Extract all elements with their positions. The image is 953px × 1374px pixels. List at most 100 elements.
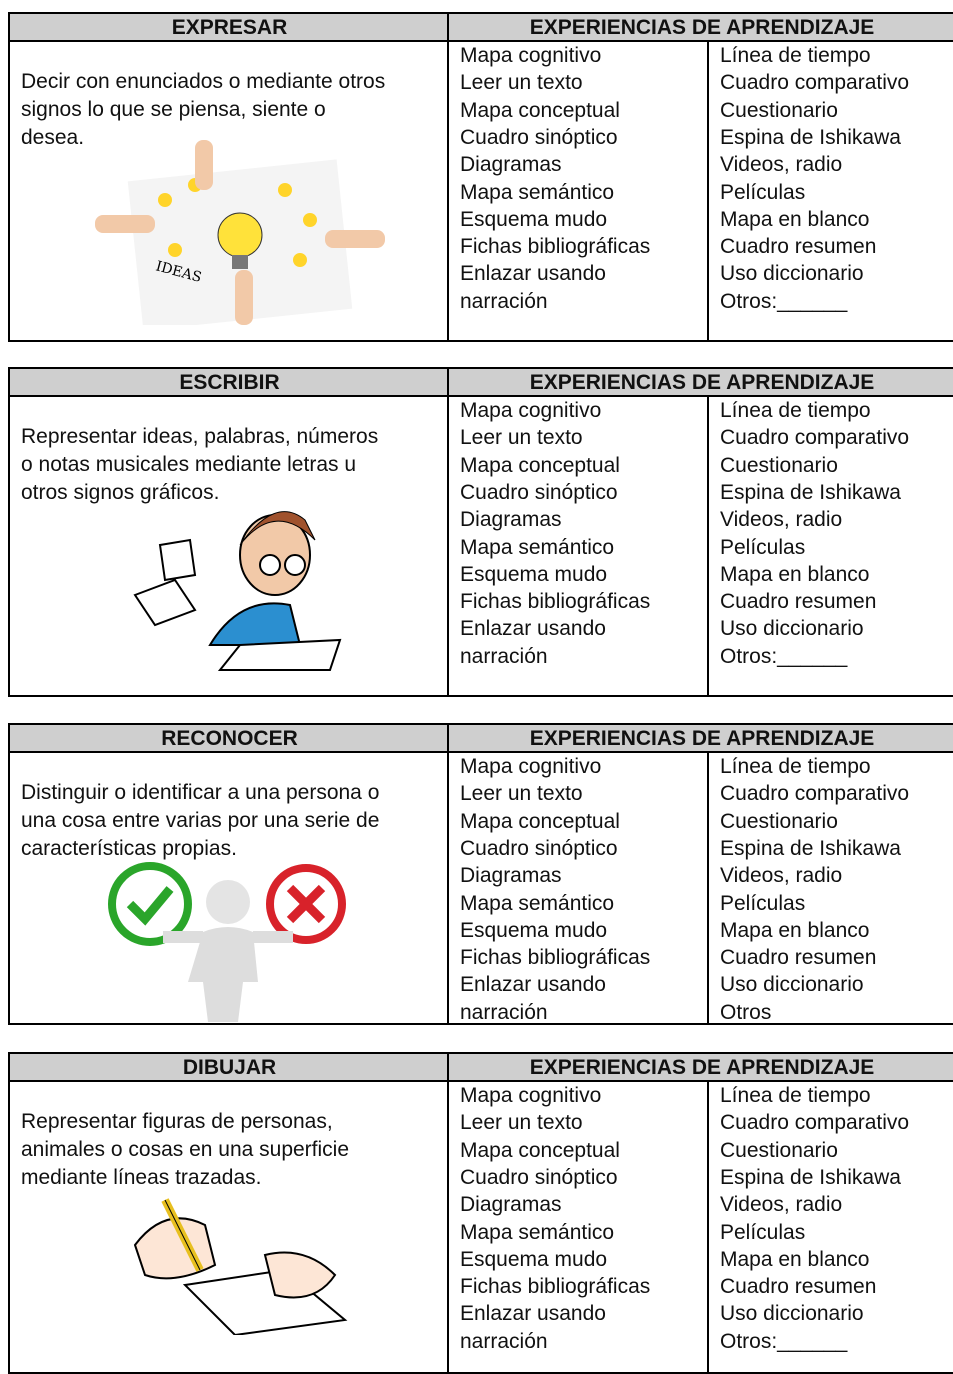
activity: Cuadro resumen <box>720 590 877 614</box>
activity: Uso diccionario <box>720 617 864 641</box>
activity: Diagramas <box>460 508 562 532</box>
activity: Videos, radio <box>720 508 843 532</box>
activity: narración <box>460 1000 548 1024</box>
activity: Cuadro resumen <box>720 235 877 259</box>
activity: Películas <box>720 180 806 204</box>
activity: Otros <box>720 1000 772 1024</box>
activity: Mapa cognitivo <box>460 1084 602 1107</box>
column-divider <box>447 369 449 695</box>
experiences-header: EXPERIENCIAS DE APRENDIZAJE <box>449 1054 953 1082</box>
activity: Películas <box>720 891 806 915</box>
table: DIBUJAR EXPERIENCIAS DE APRENDIZAJE Repres… <box>8 1052 953 1374</box>
activity: Uso diccionario <box>720 1302 864 1326</box>
activity: narración <box>460 289 548 313</box>
activity: Videos, radio <box>720 153 843 177</box>
activity: Mapa en blanco <box>720 562 870 586</box>
activity: Diagramas <box>460 1193 562 1217</box>
activity: Mapa en blanco <box>720 918 870 942</box>
activity: Videos, radio <box>720 864 843 888</box>
writer-illustration <box>133 511 342 671</box>
description-line: desea. <box>21 126 85 149</box>
activity: Cuadro sinóptico <box>460 480 618 504</box>
activity: narración <box>460 1329 548 1353</box>
ideas-illustration: IDEAS <box>95 140 385 325</box>
activity: Mapa semántico <box>460 535 615 559</box>
verb-header: RECONOCER <box>10 725 449 753</box>
experiences-header: EXPERIENCIAS DE APRENDIZAJE <box>449 369 953 397</box>
recognize-illustration <box>108 862 346 1022</box>
activity: Diagramas <box>460 153 562 177</box>
activity: Enlazar usando <box>460 973 606 997</box>
activity: Mapa conceptual <box>460 98 620 122</box>
table: RECONOCER EXPERIENCIAS DE APRENDIZAJE Dist… <box>8 723 953 1025</box>
activity: Línea de tiempo <box>720 399 871 422</box>
activity: Mapa semántico <box>460 1220 615 1244</box>
verb-header: DIBUJAR <box>10 1054 449 1082</box>
activity: Cuadro resumen <box>720 1275 877 1299</box>
description-line: Distinguir o identificar a una persona o <box>21 781 380 804</box>
description-line: animales o cosas en una superficie <box>21 1138 350 1161</box>
activity: Leer un texto <box>460 426 583 450</box>
activity: Mapa semántico <box>460 180 615 204</box>
activity: Cuadro resumen <box>720 946 877 970</box>
drawing-illustration <box>133 1198 348 1335</box>
activity: Esquema mudo <box>460 562 608 586</box>
activity: Línea de tiempo <box>720 44 871 67</box>
experiences-header: EXPERIENCIAS DE APRENDIZAJE <box>449 14 953 42</box>
activity: Mapa en blanco <box>720 207 870 231</box>
activity: Cuadro comparativo <box>720 426 910 450</box>
column-divider <box>707 42 709 340</box>
activity: Diagramas <box>460 864 562 888</box>
activity: Cuestionario <box>720 453 838 477</box>
activity: Cuadro sinóptico <box>460 836 618 860</box>
activity: Espina de Ishikawa <box>720 836 901 860</box>
activity: Mapa conceptual <box>460 809 620 833</box>
activity: Cuestionario <box>720 809 838 833</box>
activity: Enlazar usando <box>460 617 606 641</box>
activity: Fichas bibliográficas <box>460 1275 651 1299</box>
description-line: signos lo que se piensa, siente o <box>21 98 326 121</box>
column-divider <box>447 14 449 340</box>
activity: Uso diccionario <box>720 262 864 286</box>
description-line: Decir con enunciados o mediante otros <box>21 70 386 93</box>
verb-header: ESCRIBIR <box>10 369 449 397</box>
activity: Fichas bibliográficas <box>460 946 651 970</box>
column-divider <box>707 397 709 695</box>
activity: Esquema mudo <box>460 207 608 231</box>
experiences-header: EXPERIENCIAS DE APRENDIZAJE <box>449 725 953 753</box>
activity: Mapa cognitivo <box>460 44 602 67</box>
verb-header: EXPRESAR <box>10 14 449 42</box>
activity: Películas <box>720 1220 806 1244</box>
activity: Línea de tiempo <box>720 1084 871 1107</box>
column-divider <box>447 725 449 1023</box>
column-divider <box>707 1082 709 1372</box>
activity: Espina de Ishikawa <box>720 1165 901 1189</box>
activity: Cuadro comparativo <box>720 71 910 95</box>
activity: Otros:______ <box>720 1329 848 1353</box>
activity: Cuadro comparativo <box>720 782 910 806</box>
table: ESCRIBIR EXPERIENCIAS DE APRENDIZAJE Repre… <box>8 367 953 697</box>
activity: Películas <box>720 535 806 559</box>
description-line: Representar figuras de personas, <box>21 1110 333 1133</box>
activity: Uso diccionario <box>720 973 864 997</box>
activity: Cuestionario <box>720 98 838 122</box>
table: EXPRESAR EXPERIENCIAS DE APRENDIZAJE Decir… <box>8 12 953 342</box>
column-divider <box>447 1054 449 1372</box>
activity: Cuadro sinóptico <box>460 125 618 149</box>
activity: Otros:______ <box>720 644 848 668</box>
activity: Línea de tiempo <box>720 755 871 778</box>
activity: Fichas bibliográficas <box>460 590 651 614</box>
activity: narración <box>460 644 548 668</box>
activity: Leer un texto <box>460 1111 583 1135</box>
activity: Enlazar usando <box>460 262 606 286</box>
activity: Otros:______ <box>720 289 848 313</box>
activity: Cuadro sinóptico <box>460 1165 618 1189</box>
activity: Cuadro comparativo <box>720 1111 910 1135</box>
description-line: características propias. <box>21 837 237 860</box>
description-line: una cosa entre varias por una serie de <box>21 809 380 832</box>
activity: Fichas bibliográficas <box>460 235 651 259</box>
activity: Mapa semántico <box>460 891 615 915</box>
activity: Mapa conceptual <box>460 453 620 477</box>
activity: Videos, radio <box>720 1193 843 1217</box>
